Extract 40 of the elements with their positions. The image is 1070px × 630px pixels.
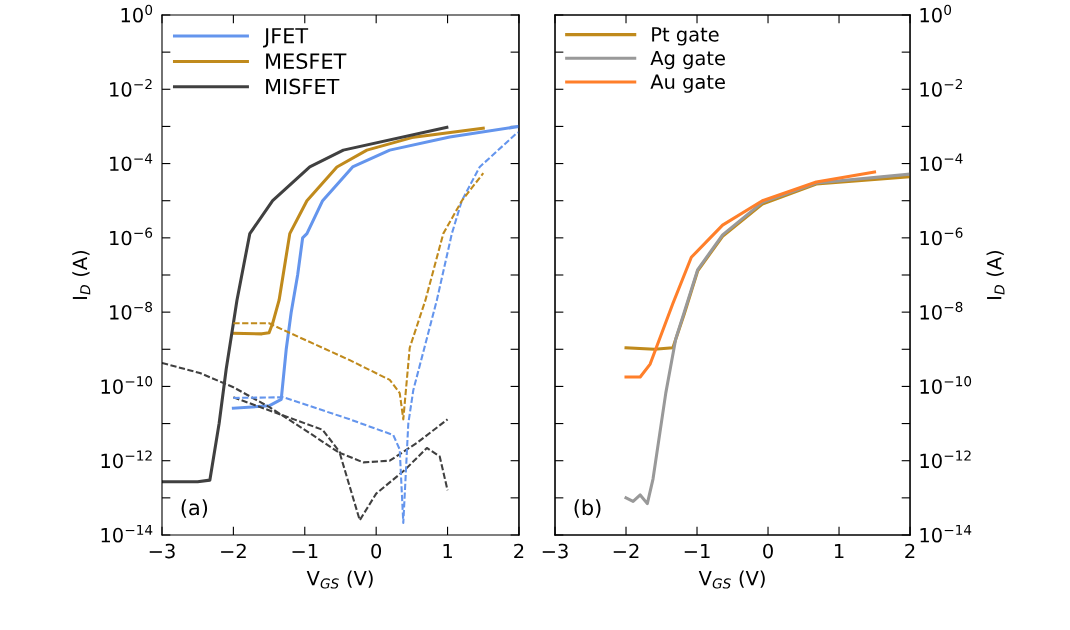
- x-tick-label: 0: [371, 543, 382, 559]
- y-tick-label: 10$^{−14}$: [101, 524, 153, 543]
- y2-tick-label: 10$^{0}$: [920, 4, 952, 23]
- x-tick-label: −1: [684, 543, 710, 559]
- x-tick-label: −3: [149, 543, 175, 559]
- legend-label: Au gate: [650, 74, 725, 93]
- y-tick-label: 10$^{−8}$: [110, 301, 153, 320]
- x-tick-label: 1: [834, 543, 844, 559]
- y2-tick-label: 10$^{−14}$: [920, 524, 972, 543]
- x-tick-label: −3: [542, 543, 568, 559]
- legend-label: MISFET: [266, 78, 340, 95]
- y2-tick-label: 10$^{−10}$: [920, 376, 972, 394]
- y-axis-title: I$_{D}$ (A): [72, 250, 91, 299]
- legend-label: Pt gate: [652, 27, 719, 46]
- x-tick-label: 2: [905, 543, 915, 559]
- legend-label: JFET: [263, 28, 309, 48]
- x-tick-label: −1: [292, 543, 318, 559]
- x-axis-title: V$_{GS}$ (V): [306, 570, 373, 589]
- x-tick-label: −2: [613, 543, 639, 559]
- y2-axis-title: I$_{D}$ (A): [986, 250, 1005, 299]
- y2-tick-label: 10$^{−2}$: [920, 78, 962, 97]
- y2-tick-label: 10$^{−4}$: [920, 153, 963, 172]
- y-tick-label: 10$^{−6}$: [110, 227, 153, 246]
- y-tick-label: 10$^{−12}$: [101, 450, 152, 469]
- x-tick-label: 1: [443, 543, 452, 559]
- annotation: (a): [181, 499, 208, 518]
- y-tick-label: 10$^{0}$: [121, 4, 153, 23]
- y-tick-label: 10$^{−4}$: [110, 153, 153, 172]
- x-tick-label: 2: [514, 543, 524, 559]
- y-tick-label: 10$^{−10}$: [101, 376, 153, 394]
- x-axis-title: V$_{GS}$ (V): [698, 570, 765, 589]
- legend-label: Ag gate: [650, 50, 725, 70]
- x-tick-label: 0: [763, 543, 773, 559]
- y2-tick-label: 10$^{−6}$: [920, 227, 963, 246]
- y2-tick-label: 10$^{−12}$: [920, 450, 971, 469]
- annotation: (b): [574, 499, 601, 518]
- x-tick-label: −2: [221, 543, 246, 559]
- legend-label: MESFET: [266, 53, 347, 69]
- y-tick-label: 10$^{−2}$: [110, 78, 152, 97]
- y2-tick-label: 10$^{−8}$: [920, 301, 963, 320]
